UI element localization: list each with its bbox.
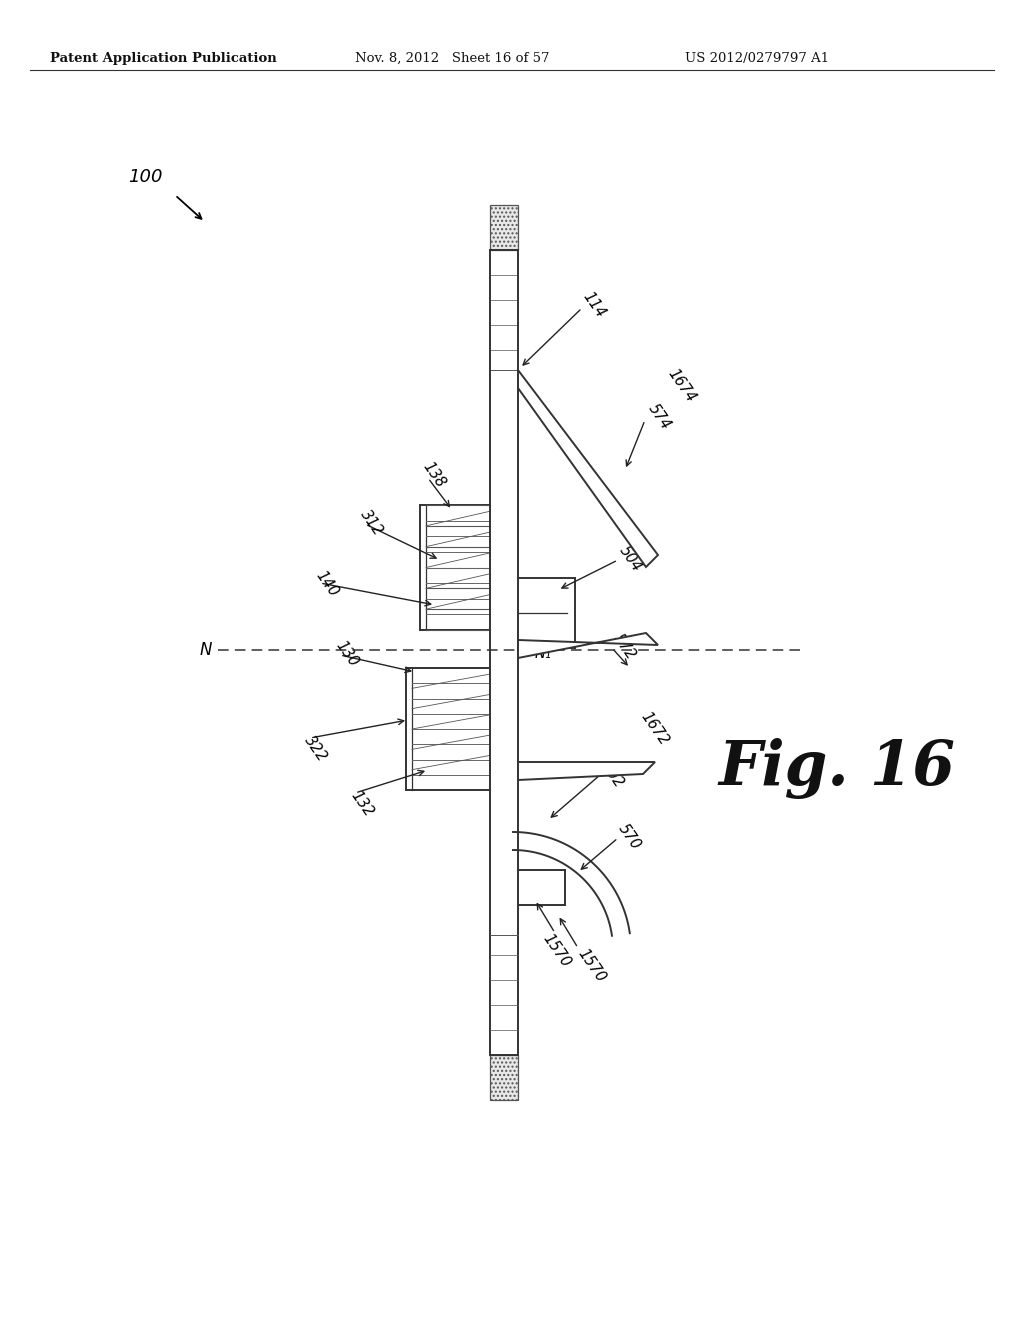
Text: 130: 130 — [333, 639, 361, 669]
Text: 1570: 1570 — [575, 946, 608, 985]
Text: 574: 574 — [645, 401, 673, 433]
Text: 138: 138 — [420, 459, 449, 491]
Text: 140: 140 — [313, 569, 341, 599]
Text: N: N — [200, 642, 212, 659]
Polygon shape — [518, 634, 658, 657]
Text: 1570: 1570 — [540, 932, 573, 970]
Polygon shape — [518, 762, 655, 780]
Text: 504: 504 — [616, 544, 644, 574]
Polygon shape — [518, 370, 658, 568]
Text: N₁: N₁ — [535, 647, 552, 661]
Text: 312: 312 — [358, 507, 386, 539]
Text: 100: 100 — [128, 168, 163, 186]
Text: Patent Application Publication: Patent Application Publication — [50, 51, 276, 65]
Text: 322: 322 — [302, 734, 330, 764]
Text: Fig. 16: Fig. 16 — [718, 738, 954, 799]
Text: 114: 114 — [580, 289, 608, 321]
Text: Nov. 8, 2012   Sheet 16 of 57: Nov. 8, 2012 Sheet 16 of 57 — [355, 51, 550, 65]
Text: 570: 570 — [615, 821, 643, 853]
Text: 132: 132 — [348, 788, 376, 820]
Text: 1674: 1674 — [665, 367, 698, 405]
Text: US 2012/0279797 A1: US 2012/0279797 A1 — [685, 51, 829, 65]
Text: 502: 502 — [598, 759, 627, 791]
Text: 1672: 1672 — [638, 709, 672, 748]
Bar — [490, 1055, 518, 1100]
Bar — [490, 205, 518, 249]
Text: 572: 572 — [610, 631, 638, 663]
